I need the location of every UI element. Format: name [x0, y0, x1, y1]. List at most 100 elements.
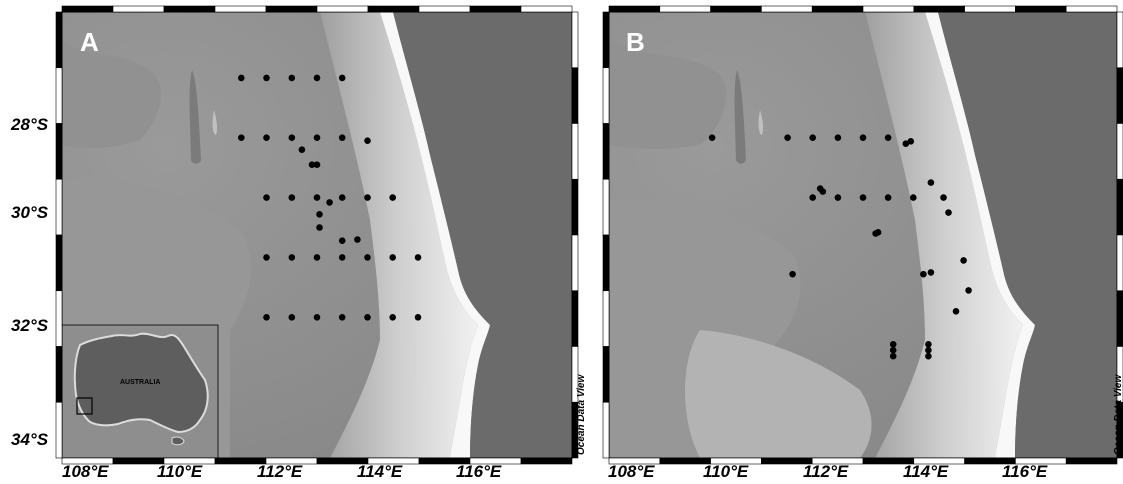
lon-label: 112°E [257, 462, 303, 481]
border-segment [55, 67, 63, 124]
continental-shelf [865, 12, 1023, 458]
station-marker [389, 314, 397, 321]
station-marker [902, 140, 910, 147]
border-segment [602, 290, 610, 347]
credit-text: Ocean Data View [576, 374, 587, 455]
border-segment [1116, 401, 1123, 459]
border-segment [367, 5, 420, 13]
station-marker [708, 134, 716, 141]
station-marker [859, 134, 867, 141]
border-segment [571, 67, 579, 124]
border-segment [571, 290, 579, 347]
border-segment [418, 5, 471, 13]
seamount-feature [189, 70, 201, 164]
border-segment [469, 5, 522, 13]
border-segment [55, 11, 63, 69]
station-marker [263, 314, 270, 321]
station-marker [313, 74, 321, 82]
station-marker [834, 194, 842, 201]
station-marker [809, 194, 816, 201]
border-segment [571, 234, 579, 292]
station-marker [364, 194, 371, 201]
station-marker [288, 314, 296, 321]
station-marker [889, 352, 897, 360]
border-segment [964, 5, 1016, 13]
station-marker [338, 254, 346, 261]
seamount-feature [758, 110, 764, 135]
border-segment [1015, 5, 1067, 13]
station-marker [364, 314, 371, 321]
border-segment [659, 5, 711, 13]
station-marker [263, 134, 270, 141]
lon-label: 116°E [456, 462, 502, 481]
credit-text: Ocean Data View [1113, 374, 1123, 455]
station-marker [364, 137, 371, 144]
border-segment [55, 290, 63, 347]
station-marker [316, 211, 323, 218]
border-segment [1116, 67, 1123, 124]
station-marker [288, 134, 296, 141]
border-segment [61, 5, 114, 13]
lon-label: 114°E [903, 462, 949, 481]
station-marker [364, 254, 371, 261]
border-segment [55, 123, 63, 180]
lon-label: 110°E [703, 462, 749, 481]
bathymetry-contour [62, 40, 161, 149]
station-marker [927, 179, 935, 186]
lat-label: 28°S [10, 115, 49, 134]
border-segment [316, 5, 369, 13]
map-panel-a: AUSTRALIA A Ocean Data View 28°S 30°S 32… [10, 5, 587, 481]
border-segment [571, 11, 579, 69]
station-marker [784, 134, 791, 141]
seamount-feature [734, 70, 746, 164]
station-marker [884, 134, 892, 141]
station-marker [238, 74, 245, 82]
station-marker [288, 254, 296, 261]
border-segment [862, 5, 915, 13]
station-marker [354, 236, 361, 243]
border-segment [913, 5, 965, 13]
station-marker [925, 352, 932, 360]
border-segment [265, 5, 318, 13]
border-segment [571, 401, 579, 459]
station-marker [263, 194, 270, 201]
station-marker [889, 341, 897, 348]
station-marker [920, 270, 927, 278]
station-marker [313, 194, 321, 201]
border-segment [602, 346, 610, 403]
lon-label: 112°E [803, 462, 849, 481]
station-marker [308, 161, 316, 168]
station-marker [313, 134, 321, 141]
station-marker [414, 254, 422, 261]
border-segment [571, 123, 579, 180]
border-segment [1116, 290, 1123, 347]
border-segment [608, 5, 661, 13]
border-segment [602, 401, 610, 459]
border-segment [1116, 123, 1123, 180]
station-marker [952, 308, 960, 315]
stations-panel-a [238, 74, 422, 321]
station-marker [960, 257, 967, 264]
station-marker [927, 269, 935, 276]
station-marker [338, 194, 346, 201]
station-marker [859, 194, 867, 201]
station-marker [263, 74, 270, 82]
inset-label: AUSTRALIA [120, 379, 160, 386]
station-marker [288, 74, 296, 82]
station-marker [338, 314, 346, 321]
map-border [602, 5, 1123, 465]
lon-label: 108°E [608, 462, 655, 481]
panel-label-b: B [626, 27, 645, 57]
border-segment [1065, 5, 1118, 13]
lon-label: 116°E [1002, 462, 1048, 481]
bathymetry-contour [609, 40, 727, 149]
lat-label: 30°S [11, 203, 49, 222]
station-marker [789, 270, 796, 278]
bathymetry-contour [685, 330, 872, 458]
border-segment [602, 11, 610, 69]
station-marker [338, 74, 346, 82]
station-marker [925, 346, 932, 354]
station-marker [965, 287, 972, 294]
land-australia [938, 12, 1117, 458]
station-marker [298, 146, 306, 153]
